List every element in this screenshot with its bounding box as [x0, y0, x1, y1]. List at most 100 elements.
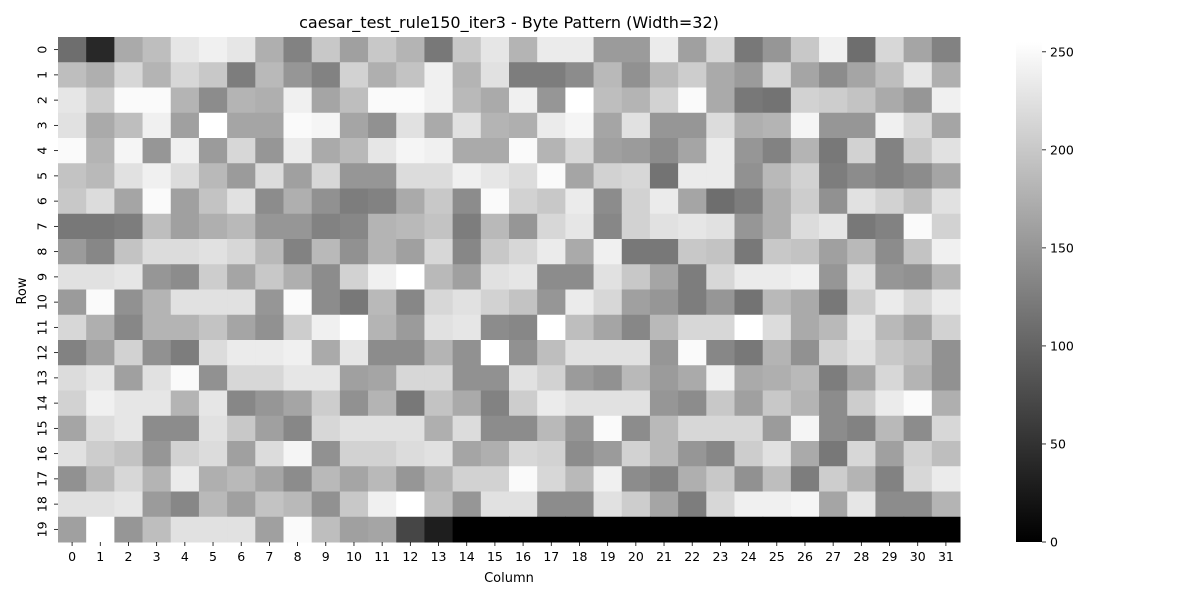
- heatmap-cell: [452, 188, 482, 215]
- heatmap-cell: [565, 491, 595, 518]
- heatmap-cell: [931, 37, 961, 63]
- heatmap-cell: [621, 112, 651, 139]
- heatmap-cell: [142, 163, 172, 189]
- heatmap-cell: [424, 264, 454, 290]
- heatmap-cell: [734, 516, 764, 543]
- heatmap-cell: [396, 289, 425, 316]
- heatmap-cell: [311, 415, 341, 442]
- heatmap-cell: [931, 491, 961, 518]
- x-tick-label: 8: [294, 549, 302, 564]
- heatmap-cell: [931, 415, 961, 442]
- heatmap-cell: [170, 516, 200, 543]
- heatmap-cell: [903, 188, 933, 215]
- heatmap-cell: [311, 163, 341, 189]
- heatmap-cell: [480, 188, 510, 215]
- heatmap-cell: [424, 188, 454, 215]
- heatmap-cell: [311, 264, 341, 290]
- heatmap-cell: [283, 340, 313, 366]
- heatmap-cell: [621, 289, 651, 316]
- y-tick-label: 18: [35, 496, 50, 512]
- heatmap-cell: [649, 264, 679, 290]
- heatmap-cell: [368, 491, 397, 518]
- y-tick-label: 13: [35, 370, 50, 386]
- y-tick-label: 14: [35, 395, 50, 411]
- heatmap-cell: [931, 365, 961, 391]
- x-tick-label: 30: [910, 549, 926, 564]
- heatmap-cell: [565, 289, 595, 316]
- heatmap-cell: [931, 516, 961, 543]
- heatmap-cell: [649, 112, 679, 139]
- heatmap-cell: [255, 213, 284, 240]
- heatmap-cell: [593, 466, 623, 492]
- heatmap-cell: [509, 516, 538, 543]
- heatmap-cell: [509, 138, 538, 164]
- heatmap-cell: [509, 264, 538, 290]
- x-tick-label: 4: [181, 549, 189, 564]
- x-tick-label: 20: [628, 549, 644, 564]
- heatmap-cell: [790, 441, 820, 467]
- heatmap-cell: [678, 188, 707, 215]
- heatmap-cell: [790, 239, 820, 265]
- heatmap-cell: [114, 188, 144, 215]
- heatmap-cell: [170, 188, 200, 215]
- heatmap-cell: [339, 112, 369, 139]
- heatmap-cell: [819, 188, 848, 215]
- heatmap-cell: [114, 62, 144, 88]
- heatmap-cell: [480, 466, 510, 492]
- heatmap-cell: [790, 491, 820, 518]
- heatmap-cell: [86, 264, 115, 290]
- heatmap-cell: [875, 390, 905, 417]
- y-tick-label: 12: [35, 345, 50, 361]
- heatmap-cell: [537, 62, 566, 88]
- heatmap-cell: [339, 87, 369, 114]
- x-tick-label: 11: [374, 549, 390, 564]
- heatmap-cell: [734, 213, 764, 240]
- heatmap-cell: [227, 365, 256, 391]
- heatmap-cell: [198, 87, 228, 114]
- heatmap-cell: [678, 264, 707, 290]
- heatmap-cell: [198, 163, 228, 189]
- heatmap-cell: [368, 163, 397, 189]
- heatmap-cell: [58, 188, 87, 215]
- x-axis-label: Column: [484, 571, 534, 586]
- heatmap-cell: [452, 441, 482, 467]
- heatmap-cell: [762, 314, 792, 341]
- heatmap-cell: [649, 314, 679, 341]
- heatmap-cell: [198, 188, 228, 215]
- y-tick-label: 10: [35, 294, 50, 310]
- heatmap-cell: [621, 390, 651, 417]
- heatmap-cell: [678, 213, 707, 240]
- heatmap-cell: [86, 163, 115, 189]
- heatmap-cell: [931, 138, 961, 164]
- heatmap-cell: [649, 239, 679, 265]
- heatmap-cell: [678, 138, 707, 164]
- heatmap-cell: [142, 289, 172, 316]
- heatmap-cell: [593, 365, 623, 391]
- heatmap-cell: [480, 87, 510, 114]
- x-tick-label: 17: [543, 549, 559, 564]
- heatmap-cell: [424, 213, 454, 240]
- heatmap-cell: [762, 491, 792, 518]
- heatmap-cell: [86, 138, 115, 164]
- heatmap-cell: [593, 239, 623, 265]
- heatmap-cell: [706, 188, 735, 215]
- heatmap-cell: [931, 163, 961, 189]
- x-axis-ticks: 0 1 2 3 4 5 6 7 8 9 10 11 12 13 14 15 16 17 18 19 20 21 22 23 24…: [68, 542, 954, 564]
- heatmap-cell: [170, 314, 200, 341]
- heatmap-cell: [790, 264, 820, 290]
- heatmap-cell: [847, 112, 876, 139]
- heatmap-cell: [58, 112, 87, 139]
- heatmap-cell: [819, 163, 848, 189]
- heatmap-cell: [86, 239, 115, 265]
- heatmap-cell: [734, 289, 764, 316]
- heatmap-cell: [86, 491, 115, 518]
- heatmap-cell: [255, 415, 284, 442]
- heatmap-cell: [593, 516, 623, 543]
- heatmap-cell: [58, 289, 87, 316]
- heatmap-cell: [170, 112, 200, 139]
- heatmap-cell: [58, 213, 87, 240]
- heatmap-cell: [678, 491, 707, 518]
- heatmap-cell: [255, 264, 284, 290]
- heatmap-cell: [170, 365, 200, 391]
- heatmap-cell: [509, 62, 538, 88]
